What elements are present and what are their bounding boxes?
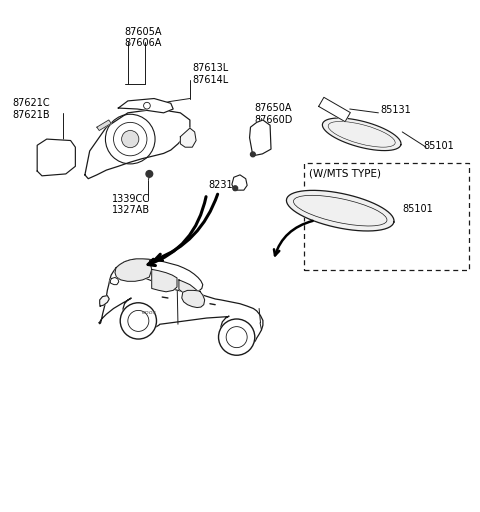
- Polygon shape: [180, 128, 196, 147]
- Polygon shape: [287, 190, 394, 231]
- Text: 85131: 85131: [381, 105, 411, 115]
- Polygon shape: [182, 290, 204, 308]
- Polygon shape: [250, 120, 271, 156]
- Text: 82315E: 82315E: [208, 180, 245, 190]
- Polygon shape: [100, 295, 109, 306]
- Circle shape: [121, 131, 139, 147]
- Polygon shape: [85, 109, 190, 179]
- Text: 85101: 85101: [424, 141, 455, 151]
- Text: eoos: eoos: [142, 310, 157, 315]
- Text: 87650A
87660D: 87650A 87660D: [254, 103, 293, 125]
- Polygon shape: [97, 120, 111, 131]
- Polygon shape: [37, 139, 75, 176]
- Polygon shape: [179, 280, 198, 295]
- Polygon shape: [110, 278, 119, 285]
- Polygon shape: [152, 269, 177, 292]
- Text: 85101: 85101: [402, 204, 433, 214]
- Polygon shape: [323, 118, 401, 151]
- Circle shape: [146, 170, 153, 177]
- Bar: [304, 163, 469, 270]
- Circle shape: [120, 303, 156, 339]
- Text: 87613L
87614L: 87613L 87614L: [192, 63, 228, 84]
- Circle shape: [233, 186, 238, 190]
- Polygon shape: [99, 260, 263, 344]
- Text: (W/MTS TYPE): (W/MTS TYPE): [309, 168, 381, 179]
- Text: 1339CC
1327AB: 1339CC 1327AB: [112, 194, 150, 215]
- Text: 87605A
87606A: 87605A 87606A: [124, 27, 162, 48]
- Polygon shape: [116, 259, 203, 292]
- Polygon shape: [118, 98, 173, 113]
- Circle shape: [251, 152, 255, 157]
- Polygon shape: [115, 259, 152, 281]
- Polygon shape: [232, 175, 247, 190]
- Circle shape: [218, 319, 255, 355]
- Polygon shape: [319, 97, 350, 122]
- Text: 87621C
87621B: 87621C 87621B: [12, 98, 49, 120]
